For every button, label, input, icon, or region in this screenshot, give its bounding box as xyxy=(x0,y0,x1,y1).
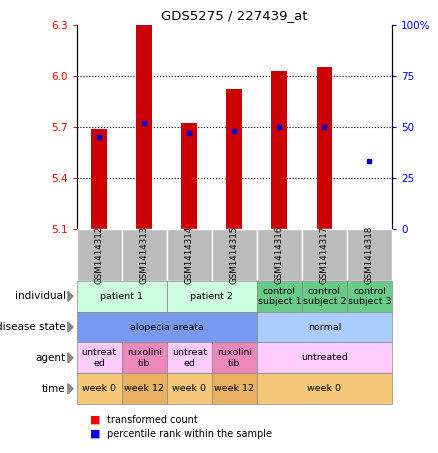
Title: GDS5275 / 227439_at: GDS5275 / 227439_at xyxy=(161,10,307,22)
Text: patient 1: patient 1 xyxy=(100,292,143,301)
Bar xyxy=(317,67,332,229)
Text: control
subject 3: control subject 3 xyxy=(348,287,391,306)
Text: GSM1414312: GSM1414312 xyxy=(95,226,104,284)
Text: week 12: week 12 xyxy=(124,384,164,393)
Text: agent: agent xyxy=(35,353,66,363)
Text: ■: ■ xyxy=(90,429,100,439)
Text: week 12: week 12 xyxy=(214,384,254,393)
Bar xyxy=(226,89,242,229)
Text: ruxolini
tib: ruxolini tib xyxy=(217,348,252,367)
Text: patient 2: patient 2 xyxy=(191,292,233,301)
Text: time: time xyxy=(42,384,66,394)
Text: week 0: week 0 xyxy=(307,384,342,393)
Text: untreat
ed: untreat ed xyxy=(172,348,207,367)
Text: week 0: week 0 xyxy=(82,384,116,393)
Text: GSM1414313: GSM1414313 xyxy=(140,226,149,284)
Text: week 0: week 0 xyxy=(172,384,206,393)
Text: GSM1414317: GSM1414317 xyxy=(320,226,329,284)
Text: untreated: untreated xyxy=(301,353,348,362)
Bar xyxy=(181,123,197,229)
Text: ■: ■ xyxy=(90,415,100,425)
Text: disease state: disease state xyxy=(0,322,66,332)
Text: transformed count: transformed count xyxy=(107,415,198,425)
Text: GSM1414318: GSM1414318 xyxy=(365,226,374,284)
Text: alopecia areata: alopecia areata xyxy=(130,323,204,332)
Bar xyxy=(272,71,287,229)
Text: GSM1414315: GSM1414315 xyxy=(230,226,239,284)
Text: untreat
ed: untreat ed xyxy=(81,348,117,367)
Text: GSM1414314: GSM1414314 xyxy=(185,226,194,284)
Text: GSM1414316: GSM1414316 xyxy=(275,226,284,284)
Text: ruxolini
tib: ruxolini tib xyxy=(127,348,162,367)
Text: normal: normal xyxy=(308,323,341,332)
Text: control
subject 2: control subject 2 xyxy=(303,287,346,306)
Bar xyxy=(91,129,107,229)
Text: individual: individual xyxy=(15,291,66,301)
Bar xyxy=(136,25,152,229)
Text: percentile rank within the sample: percentile rank within the sample xyxy=(107,429,272,439)
Text: control
subject 1: control subject 1 xyxy=(258,287,301,306)
